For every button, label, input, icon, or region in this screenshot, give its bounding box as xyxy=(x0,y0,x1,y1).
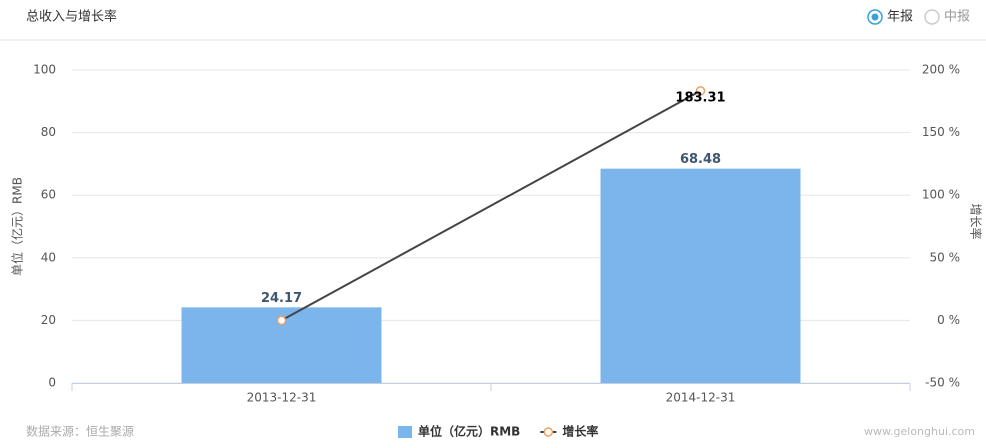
watermark: www.gelonghui.com xyxy=(864,425,975,438)
legend-label: 单位（亿元）RMB xyxy=(418,424,520,439)
radio-annual[interactable]: 年报 xyxy=(867,9,913,25)
x-tick-label: 2014-12-31 xyxy=(666,391,736,405)
data-source: 数据来源：恒生聚源 xyxy=(26,424,134,439)
radio-label: 年报 xyxy=(887,10,913,25)
line-marker xyxy=(695,86,706,96)
y-tick-label: 0 xyxy=(48,376,56,390)
legend-swatch xyxy=(398,426,412,438)
y2-tick-label: 50 % xyxy=(930,250,961,264)
radio-label: 中报 xyxy=(944,10,970,25)
y2-tick-label: 100 % xyxy=(922,188,960,202)
legend-item[interactable]: 单位（亿元）RMB xyxy=(398,424,520,439)
line xyxy=(281,90,701,322)
y-axis-label: 单位（亿元）RMB xyxy=(10,177,25,276)
y2-tick-label: 200 % xyxy=(922,63,960,77)
legend-item[interactable]: 增长率 xyxy=(540,424,598,439)
y-tick-label: 20 xyxy=(41,313,56,327)
y2-tick-label: 150 % xyxy=(922,125,960,139)
x-tick-label: 2013-12-31 xyxy=(247,391,317,405)
y-tick-label: 100 xyxy=(33,63,56,77)
y-tick-label: 60 xyxy=(41,188,56,202)
y-tick-label: 80 xyxy=(41,125,56,139)
y2-tick-label: -50 % xyxy=(925,376,960,390)
legend-marker xyxy=(543,427,554,437)
y-tick-label: 40 xyxy=(41,250,56,264)
data-label: 183.31 xyxy=(675,90,725,105)
legend-label: 增长率 xyxy=(562,424,598,439)
radio-half-year[interactable]: 中报 xyxy=(924,9,970,25)
y2-axis-label: 增长率 xyxy=(969,203,984,239)
bar xyxy=(600,168,801,383)
line-marker xyxy=(276,315,287,326)
data-label: 24.17 xyxy=(261,291,302,306)
data-label: 68.48 xyxy=(680,152,721,167)
panel-title: 总收入与增长率 xyxy=(26,9,117,25)
y2-tick-label: 0 % xyxy=(937,313,960,327)
